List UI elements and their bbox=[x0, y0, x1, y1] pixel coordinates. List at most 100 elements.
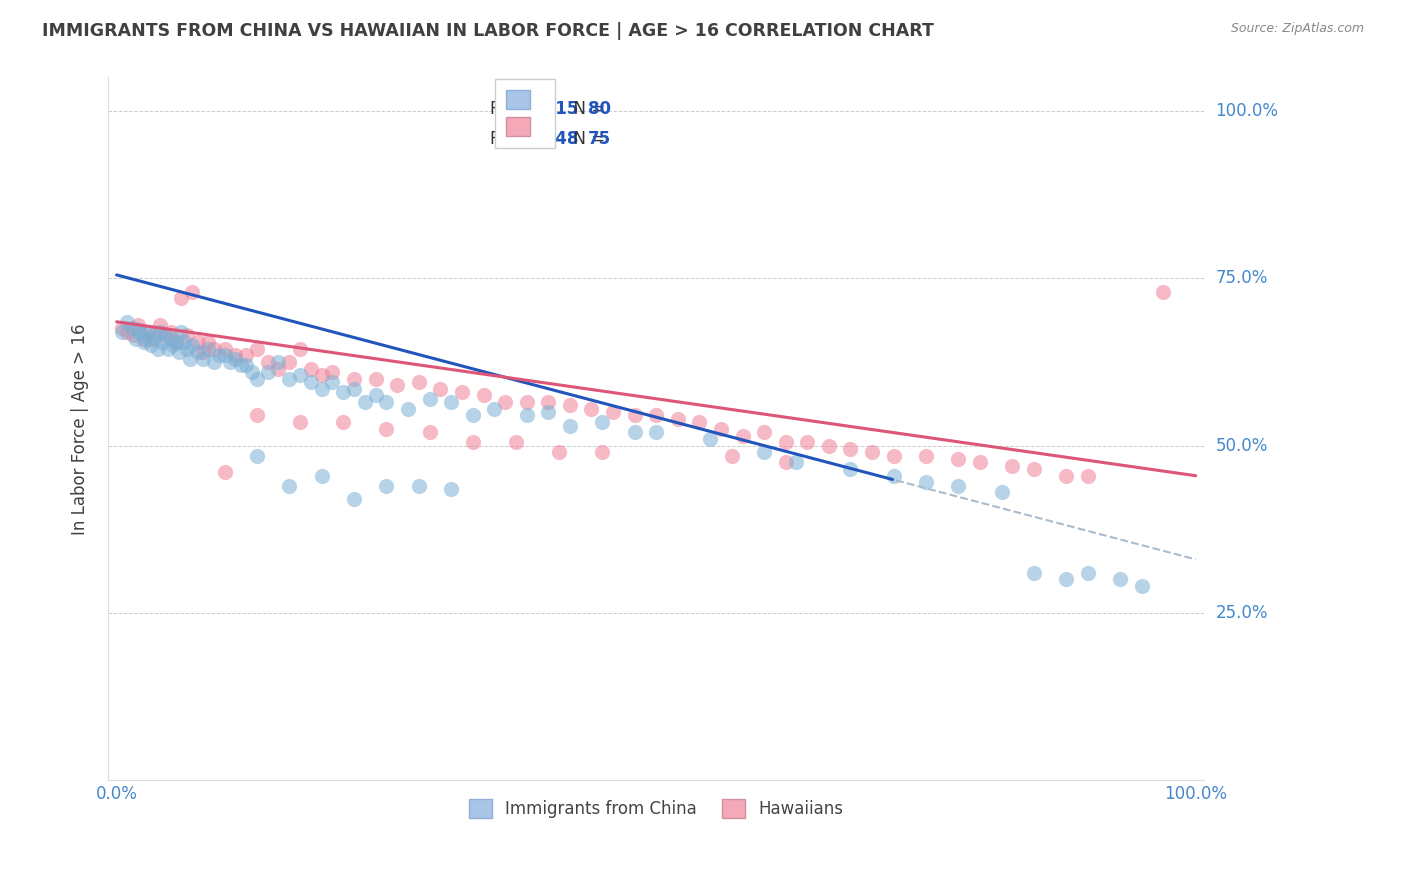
Point bbox=[623, 425, 645, 440]
Point bbox=[451, 385, 474, 400]
Point bbox=[505, 435, 527, 450]
Point bbox=[311, 368, 333, 383]
Text: -0.548: -0.548 bbox=[519, 129, 578, 147]
Text: 50.0%: 50.0% bbox=[1216, 436, 1268, 455]
Point bbox=[170, 325, 193, 339]
Point bbox=[132, 331, 155, 345]
Point bbox=[256, 355, 278, 369]
Point bbox=[246, 449, 269, 463]
Point bbox=[197, 342, 219, 356]
Point bbox=[839, 442, 862, 456]
Text: 75.0%: 75.0% bbox=[1216, 269, 1268, 287]
Point bbox=[149, 325, 172, 339]
Point bbox=[537, 395, 560, 409]
Point bbox=[408, 375, 430, 389]
Point bbox=[623, 409, 645, 423]
Point bbox=[375, 395, 398, 409]
Point bbox=[537, 405, 560, 419]
Point bbox=[146, 342, 169, 356]
Point bbox=[343, 382, 366, 396]
Point bbox=[202, 342, 225, 356]
Point bbox=[117, 325, 139, 339]
Text: N =: N = bbox=[562, 100, 610, 118]
Text: 25.0%: 25.0% bbox=[1216, 604, 1268, 622]
Point bbox=[219, 355, 242, 369]
Point bbox=[246, 409, 269, 423]
Point bbox=[461, 435, 484, 450]
Point bbox=[375, 422, 398, 436]
Point bbox=[214, 342, 236, 356]
Point bbox=[602, 405, 624, 419]
Text: R =: R = bbox=[489, 100, 531, 118]
Point bbox=[165, 334, 187, 349]
Point bbox=[138, 325, 160, 339]
Point bbox=[256, 365, 278, 379]
Point bbox=[990, 485, 1012, 500]
Point bbox=[775, 435, 797, 450]
Point bbox=[720, 449, 742, 463]
Point bbox=[181, 285, 204, 299]
Point bbox=[150, 334, 173, 349]
Y-axis label: In Labor Force | Age > 16: In Labor Force | Age > 16 bbox=[72, 323, 89, 534]
Point bbox=[915, 449, 938, 463]
Point bbox=[153, 328, 176, 343]
Point bbox=[785, 455, 807, 469]
Point bbox=[143, 328, 166, 343]
Point bbox=[645, 409, 668, 423]
Point bbox=[149, 318, 172, 332]
Point bbox=[516, 409, 538, 423]
Point bbox=[1001, 458, 1024, 473]
Point bbox=[558, 399, 581, 413]
Point bbox=[278, 372, 301, 386]
Text: 100.0%: 100.0% bbox=[1216, 102, 1278, 120]
Point bbox=[127, 323, 149, 337]
Point bbox=[202, 355, 225, 369]
Point bbox=[176, 328, 198, 343]
Point bbox=[235, 348, 257, 362]
Point bbox=[138, 331, 160, 345]
Point bbox=[343, 492, 366, 507]
Point bbox=[191, 344, 214, 359]
Point bbox=[135, 325, 157, 339]
Point bbox=[883, 449, 905, 463]
Point bbox=[645, 425, 668, 440]
Point bbox=[288, 342, 311, 356]
Point bbox=[419, 425, 441, 440]
Point bbox=[558, 418, 581, 433]
Point bbox=[159, 325, 181, 339]
Point bbox=[224, 351, 246, 366]
Legend: Immigrants from China, Hawaiians: Immigrants from China, Hawaiians bbox=[463, 793, 851, 825]
Point bbox=[710, 422, 733, 436]
Point bbox=[860, 445, 883, 459]
Point bbox=[121, 321, 143, 335]
Point bbox=[775, 455, 797, 469]
Point bbox=[197, 334, 219, 349]
Point bbox=[288, 368, 311, 383]
Point bbox=[516, 395, 538, 409]
Point bbox=[591, 415, 613, 429]
Point bbox=[288, 415, 311, 429]
Point bbox=[267, 355, 290, 369]
Point bbox=[179, 351, 201, 366]
Point bbox=[364, 372, 387, 386]
Text: -0.715: -0.715 bbox=[519, 100, 578, 118]
Point bbox=[796, 435, 818, 450]
Point bbox=[129, 326, 152, 340]
Point bbox=[387, 378, 409, 392]
Point bbox=[246, 342, 269, 356]
Point bbox=[299, 361, 322, 376]
Point bbox=[666, 412, 689, 426]
Point bbox=[494, 395, 516, 409]
Point bbox=[224, 348, 246, 362]
Point bbox=[375, 479, 398, 493]
Point bbox=[173, 334, 195, 349]
Point bbox=[343, 372, 366, 386]
Text: Source: ZipAtlas.com: Source: ZipAtlas.com bbox=[1230, 22, 1364, 36]
Point bbox=[883, 468, 905, 483]
Point bbox=[167, 344, 190, 359]
Point bbox=[214, 348, 236, 362]
Point bbox=[165, 334, 187, 349]
Point bbox=[240, 365, 263, 379]
Point bbox=[1054, 573, 1077, 587]
Point bbox=[311, 382, 333, 396]
